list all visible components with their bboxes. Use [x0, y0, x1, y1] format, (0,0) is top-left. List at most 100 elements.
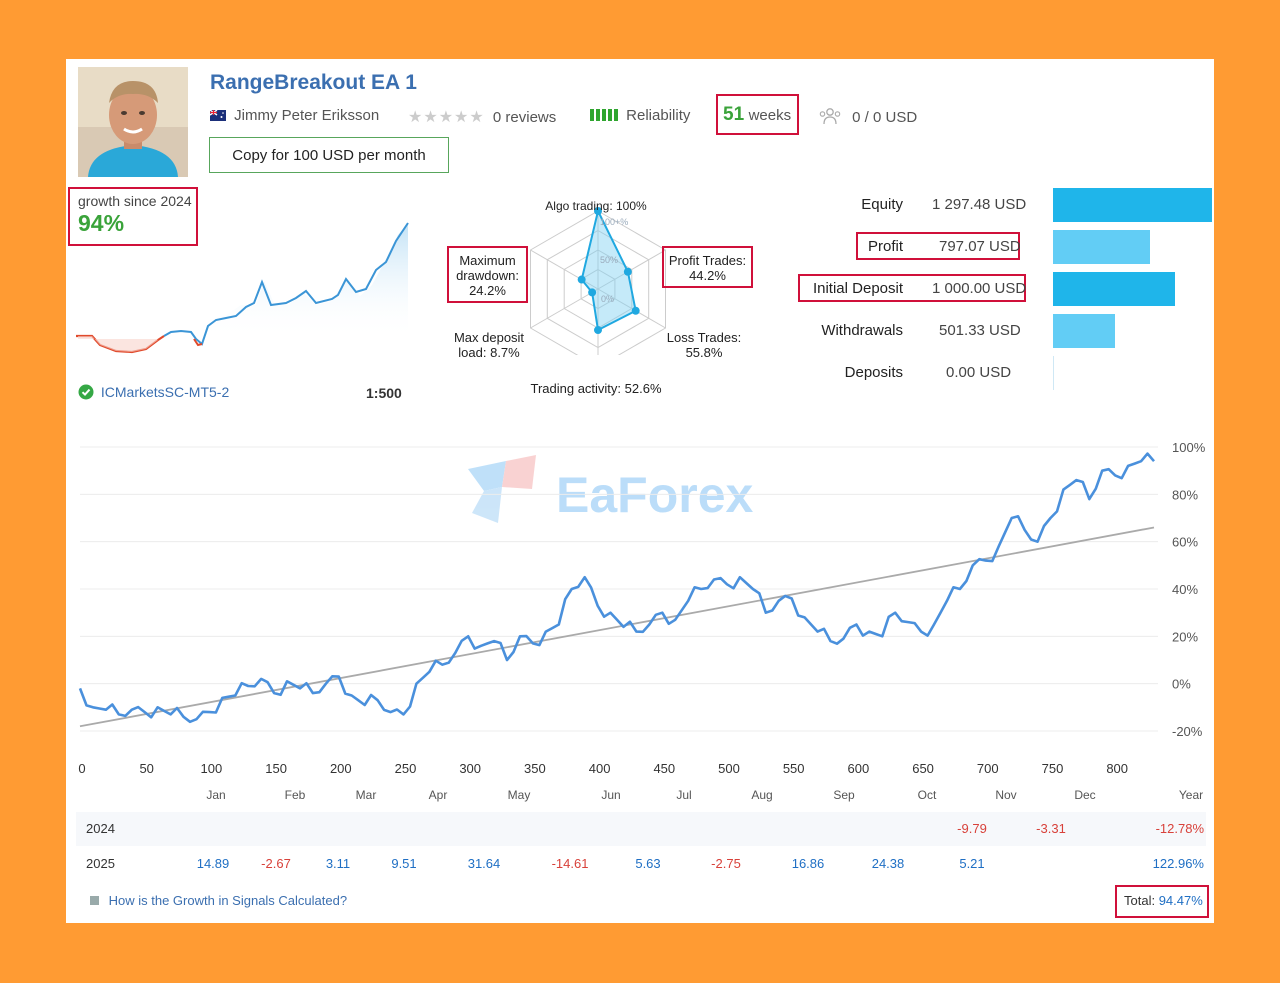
- deposits-bar: [1053, 356, 1054, 390]
- broker-server[interactable]: ICMarketsSC-MT5-2: [100, 384, 230, 400]
- radar-label-trading-activity: Trading activity: 52.6%: [530, 381, 662, 396]
- radar-shape: [577, 207, 640, 335]
- x-tick-label: 150: [265, 761, 287, 776]
- x-axis-ticks: 0 50 100 150 200 250 300 350 400 450 500 550 600 650 7…: [78, 761, 1128, 776]
- x-tick-label: 500: [718, 761, 740, 776]
- radar-axis-4: [530, 288, 599, 329]
- month-label: Oct: [918, 788, 937, 802]
- weeks-badge: 51 weeks: [723, 104, 791, 126]
- help-link-text[interactable]: How is the Growth in Signals Calculated?: [108, 893, 348, 908]
- y-tick-label: 60%: [1172, 535, 1198, 550]
- rating: ★★★★★ 0 reviews: [408, 107, 556, 127]
- month-label: Jan: [206, 788, 225, 802]
- watermark-logo-icon: [468, 461, 506, 491]
- table-cell: 14.89: [196, 856, 230, 871]
- table-cell: 16.86: [791, 856, 825, 871]
- growth-sparkline: [76, 222, 409, 354]
- reviews-link[interactable]: 0 reviews: [492, 109, 557, 126]
- x-tick-label: 650: [912, 761, 934, 776]
- y-tick-label: 100%: [1172, 440, 1206, 455]
- stat-value-deposits: 0.00 USD: [946, 364, 1012, 381]
- stat-label-initial-deposit: Initial Deposit: [812, 280, 903, 297]
- max-drawdown-label2: drawdown:: [456, 268, 519, 283]
- signal-card: RangeBreakout EA 1 Jimmy Peter Eriksson …: [66, 59, 1214, 923]
- radar-point-2: [631, 306, 640, 315]
- x-tick-label: 100: [201, 761, 223, 776]
- month-label: Apr: [429, 788, 448, 802]
- radar-tick-50: 50%: [600, 255, 619, 265]
- y-tick-label: -20%: [1172, 724, 1203, 739]
- year-total-2024: -12.78%: [1155, 821, 1204, 836]
- x-tick-label: 200: [330, 761, 352, 776]
- x-tick-label: 300: [459, 761, 481, 776]
- table-cell: 5.21: [959, 856, 985, 871]
- y-tick-label: 40%: [1172, 582, 1198, 597]
- chart-grid: [80, 446, 1158, 732]
- table-row-2024: [76, 812, 1206, 846]
- help-link[interactable]: How is the Growth in Signals Calculated?: [90, 893, 347, 908]
- copy-signal-button[interactable]: Copy for 100 USD per month: [209, 137, 449, 173]
- page-title[interactable]: RangeBreakout EA 1: [210, 71, 417, 94]
- reliability-label: Reliability: [626, 107, 691, 124]
- month-label: Year: [1179, 788, 1203, 802]
- x-tick-label: 0: [78, 761, 85, 776]
- radar-grid: [530, 210, 666, 355]
- radar-tick-0: 0%: [601, 294, 615, 304]
- growth-summary: growth since 2024 94%: [68, 187, 198, 246]
- table-cell: -2.67: [261, 856, 291, 871]
- author-name[interactable]: Jimmy Peter Eriksson: [234, 107, 380, 124]
- table-cell: -14.61: [551, 856, 589, 871]
- growth-series-line: [78, 452, 1155, 724]
- x-tick-label: 800: [1106, 761, 1128, 776]
- avatar[interactable]: [78, 67, 188, 177]
- x-tick-label: 450: [653, 761, 675, 776]
- radar-label-algo: Algo trading: 100%: [545, 199, 647, 213]
- y-axis-ticks: 100% 80% 60% 40% 20% 0% -20%: [1172, 440, 1206, 739]
- month-label: Aug: [751, 788, 772, 802]
- x-tick-label: 400: [589, 761, 611, 776]
- table-cell: -9.79: [957, 821, 987, 836]
- reliability: Reliability: [590, 107, 690, 124]
- radar-point-5: [577, 275, 586, 284]
- trend-line: [79, 526, 1155, 728]
- avatar-image: [78, 67, 188, 177]
- x-tick-label: 550: [783, 761, 805, 776]
- year-label-2024: 2024: [86, 821, 115, 836]
- leverage: 1:500: [366, 385, 402, 401]
- radar-label-max-drawdown: Maximum drawdown: 24.2%: [449, 253, 526, 298]
- stat-value-equity: 1 297.48 USD: [932, 196, 1027, 213]
- month-label: Sep: [833, 788, 855, 802]
- month-label: May: [508, 788, 531, 802]
- radar-chart: [530, 207, 666, 355]
- watermark: EaForex: [468, 455, 754, 523]
- radar-label-loss-trades: Loss Trades: 55.8%: [664, 330, 744, 360]
- table-cell: 31.64: [467, 856, 501, 871]
- x-tick-label: 750: [1042, 761, 1064, 776]
- australia-flag-icon: [209, 109, 226, 121]
- x-tick-label: 600: [848, 761, 870, 776]
- radar-label-profit-trades: Profit Trades: 44.2%: [664, 253, 751, 283]
- author-info: Jimmy Peter Eriksson: [209, 107, 380, 124]
- max-drawdown-highlight: [447, 246, 528, 303]
- stat-label-profit: Profit: [867, 238, 903, 255]
- watermark-text: EaForex: [556, 467, 754, 523]
- radar-point-0: [594, 207, 602, 215]
- equity-bar: [1053, 188, 1212, 222]
- total-value: 94.47%: [1158, 893, 1203, 908]
- weeks-label: weeks: [748, 107, 792, 124]
- profit-bar: [1053, 230, 1150, 264]
- table-cell: 24.38: [871, 856, 905, 871]
- stat-value-profit: 797.07 USD: [939, 238, 1021, 255]
- total-highlight: [1115, 885, 1209, 918]
- x-tick-label: 250: [395, 761, 417, 776]
- radar-axis-1: [597, 249, 666, 290]
- verified-check-icon: [78, 384, 94, 400]
- stat-label-equity: Equity: [861, 196, 903, 213]
- watermark-logo-icon-part2: [472, 487, 502, 523]
- withdrawals-bar: [1053, 314, 1115, 348]
- table-cell: -3.31: [1036, 821, 1066, 836]
- radar-axis-2: [597, 288, 666, 329]
- radar-label-max-deposit-load: Max deposit load: 8.7%: [449, 330, 529, 360]
- growth-chart[interactable]: EaForex 100% 80% 60% 40% 20% 0% -20% 0 50 100 150…: [66, 429, 1214, 849]
- profit-trades-value: 44.2%: [689, 268, 726, 283]
